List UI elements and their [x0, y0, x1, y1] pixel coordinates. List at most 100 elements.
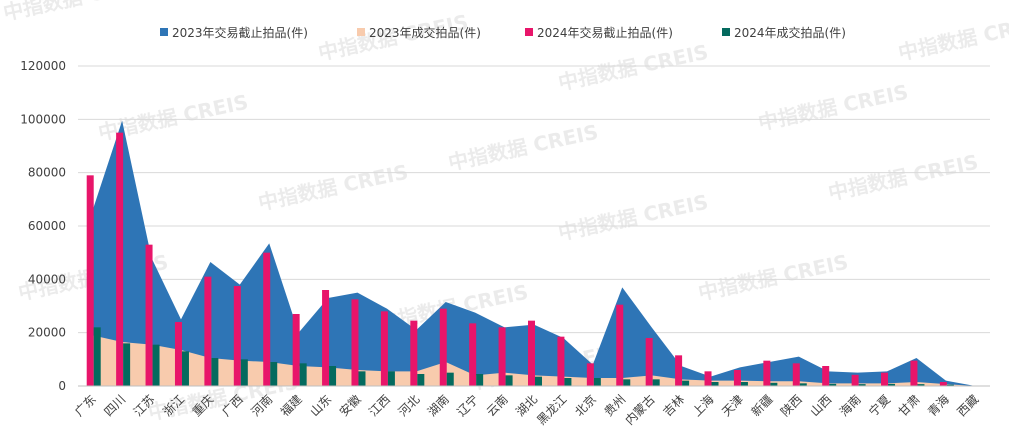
area-2023-sold: [92, 335, 976, 386]
bar-2024-listed: [704, 371, 712, 386]
bar-2024-sold: [211, 358, 219, 386]
legend-label: 2023年交易截止拍品(件): [172, 25, 308, 40]
watermark-text: 中指数据 CREIS: [556, 40, 710, 95]
watermark-text: 中指数据 CREIS: [256, 160, 410, 215]
bar-2024-sold: [476, 374, 484, 386]
bar-2024-sold: [652, 379, 660, 386]
y-axis: 0 20000 40000 60000 80000 100000 120000: [20, 59, 66, 393]
bar-2024-listed: [939, 382, 947, 386]
x-category-label: 天津: [719, 392, 746, 419]
bar-2024-sold: [152, 344, 160, 386]
bar-2024-listed: [675, 355, 683, 386]
y-tick-label: 100000: [20, 112, 66, 126]
bar-2024-sold: [505, 375, 513, 386]
bar-2024-sold: [564, 378, 572, 386]
bar-2024-sold: [770, 382, 778, 386]
bar-2024-listed: [204, 276, 212, 386]
watermark-text: 中指数据 CREIS: [696, 250, 850, 305]
bar-2024-listed: [322, 290, 330, 386]
bar-2024-sold: [240, 359, 248, 386]
bar-2024-sold: [387, 371, 395, 386]
bar-2024-listed: [733, 370, 741, 386]
bar-2024-sold: [181, 351, 189, 386]
watermark-text: 中指数据 CREIS: [1, 0, 155, 25]
bar-2024-sold: [593, 378, 601, 386]
x-category-label: 湖南: [424, 392, 452, 420]
area-series: [92, 120, 976, 387]
bar-2024-sold: [299, 363, 307, 386]
y-tick-label: 40000: [28, 272, 66, 286]
bar-2024-sold: [535, 376, 542, 386]
x-category-label: 新疆: [748, 392, 776, 420]
bar-2024-sold: [888, 383, 896, 386]
y-tick-label: 60000: [28, 219, 66, 233]
legend-label: 2024年成交拍品(件): [734, 25, 846, 40]
bar-2024-listed: [439, 308, 447, 386]
watermark-text: 中指数据 CREIS: [826, 150, 980, 205]
y-tick-label: 80000: [28, 166, 66, 180]
x-category-label: 北京: [572, 392, 599, 419]
area-2023-listed: [92, 120, 976, 387]
bar-2024-listed: [851, 374, 859, 386]
x-category-label: 云南: [483, 392, 511, 420]
bar-2024-listed: [498, 327, 506, 386]
bar-2024-sold: [917, 384, 925, 386]
bar-2024-sold: [358, 371, 366, 386]
watermark-text: 中指数据 CREIS: [896, 10, 1009, 65]
bar-2024-sold: [682, 380, 690, 386]
bar-series: [86, 132, 954, 386]
bar-2024-listed: [263, 252, 271, 386]
x-category-label: 黑龙江: [534, 392, 569, 427]
bar-2024-sold: [329, 366, 337, 386]
x-category-label: 海南: [836, 392, 864, 420]
x-category-label: 上海: [689, 392, 717, 420]
x-category-label: 辽宁: [454, 392, 482, 420]
bar-2024-listed: [528, 320, 535, 386]
legend-label: 2023年成交拍品(件): [369, 25, 481, 40]
bar-2024-listed: [145, 244, 153, 386]
watermark-text: 中指数据 CREIS: [446, 120, 600, 175]
legend: 2023年交易截止拍品(件) 2023年成交拍品(件) 2024年交易截止拍品(件)…: [160, 25, 846, 40]
x-category-label: 江西: [366, 392, 393, 419]
bar-2024-listed: [292, 314, 300, 386]
x-category-label: 宁夏: [866, 392, 894, 420]
bar-2024-listed: [86, 175, 94, 386]
bar-2024-sold: [711, 382, 719, 386]
bar-2024-sold: [799, 383, 807, 386]
legend-swatch: [525, 28, 533, 36]
bar-2024-sold: [829, 383, 837, 386]
bar-2024-listed: [822, 366, 830, 386]
bar-2024-listed: [910, 360, 918, 386]
bar-2024-listed: [174, 322, 182, 386]
bar-2024-listed: [586, 363, 594, 386]
watermark-text: 中指数据 CREIS: [556, 190, 710, 245]
bar-2024-listed: [469, 323, 477, 386]
x-category-label: 河北: [396, 392, 423, 419]
x-category-label: 广东: [72, 392, 99, 419]
bar-2024-listed: [410, 320, 418, 386]
bar-2024-listed: [116, 132, 124, 386]
x-category-label: 陕西: [777, 392, 805, 420]
bar-2024-listed: [380, 311, 388, 386]
legend-swatch: [722, 28, 730, 36]
legend-swatch: [160, 28, 168, 36]
bar-2024-sold: [858, 384, 866, 386]
x-category-label: 青海: [924, 392, 952, 420]
bar-2024-sold: [270, 362, 278, 386]
legend-swatch: [357, 28, 365, 36]
bar-2024-listed: [792, 363, 800, 386]
bar-2024-sold: [93, 327, 101, 386]
bar-2024-listed: [233, 286, 241, 386]
bar-2024-sold: [946, 384, 954, 386]
legend-label: 2024年交易截止拍品(件): [537, 25, 673, 40]
watermark-text: 中指数据 CREIS: [756, 80, 910, 135]
bar-2024-listed: [645, 338, 653, 386]
bar-2024-sold: [417, 374, 425, 386]
x-category-label: 四川: [101, 392, 128, 419]
x-category-label: 甘肃: [896, 392, 923, 419]
y-tick-label: 120000: [20, 59, 66, 73]
bar-2024-listed: [881, 372, 889, 386]
y-tick-label: 0: [58, 379, 66, 393]
bar-2024-sold: [123, 343, 131, 386]
